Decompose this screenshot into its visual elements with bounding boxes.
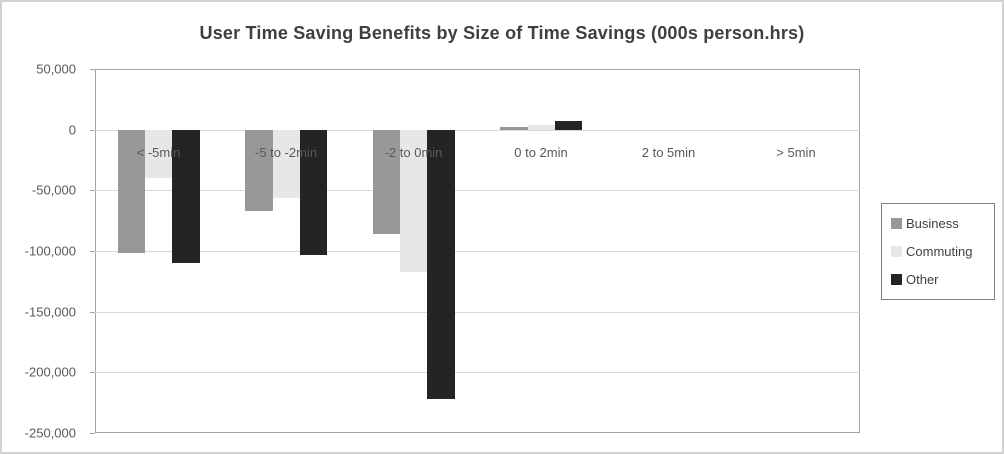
- gridline: [95, 311, 860, 313]
- bar-business-0: [117, 129, 146, 254]
- bar-business-3: [500, 126, 528, 130]
- y-axis-label: -250,000: [24, 425, 76, 441]
- x-axis-label: 0 to 2min: [514, 145, 568, 160]
- y-axis-label: -150,000: [24, 304, 76, 320]
- legend-item-business: Business: [891, 216, 994, 231]
- bar-other-1: [299, 129, 328, 255]
- legend-item-commuting: Commuting: [891, 244, 994, 259]
- y-axis-label: -100,000: [24, 243, 76, 259]
- y-axis-tick: [90, 69, 95, 70]
- legend-swatch-other: [891, 273, 902, 285]
- bar-commuting-0: [145, 129, 173, 179]
- legend-swatch-commuting: [891, 245, 902, 257]
- legend-swatch-business: [891, 218, 902, 230]
- bar-commuting-1: [272, 129, 300, 198]
- y-axis-tick: [90, 433, 95, 434]
- gridline: [95, 129, 860, 131]
- gridline: [95, 372, 860, 374]
- legend-label-commuting: Commuting: [906, 243, 973, 259]
- x-axis-label: < -5min: [136, 145, 181, 160]
- y-axis-tick: [90, 129, 95, 131]
- bar-other-2: [427, 129, 455, 400]
- bar-other-3: [554, 121, 583, 130]
- legend-label-business: Business: [906, 216, 959, 232]
- x-axis-label: > 5min: [776, 145, 816, 160]
- y-axis-tick: [90, 251, 95, 252]
- legend-item-other: Other: [891, 272, 994, 287]
- bar-business-1: [245, 129, 273, 211]
- y-axis-label: 0: [68, 122, 76, 138]
- gridline: [95, 251, 860, 252]
- bar-other-0: [172, 129, 200, 264]
- legend: Business Commuting Other: [881, 203, 995, 300]
- y-axis-label: -200,000: [24, 364, 76, 380]
- chart-title: User Time Saving Benefits by Size of Tim…: [199, 23, 805, 43]
- x-axis-label: 2 to 5min: [641, 145, 696, 160]
- y-axis-tick: [90, 190, 95, 192]
- y-axis-tick: [90, 311, 95, 313]
- x-axis-label: -2 to 0min: [384, 145, 443, 160]
- y-axis-label: -50,000: [31, 182, 76, 198]
- y-axis-label: 50,000: [36, 61, 76, 77]
- bar-commuting-2: [400, 129, 428, 272]
- gridline: [95, 190, 860, 192]
- legend-label-other: Other: [906, 271, 939, 287]
- bar-commuting-3: [527, 125, 555, 130]
- x-axis-label: -5 to -2min: [254, 145, 318, 160]
- bar-business-2: [372, 129, 401, 234]
- y-axis-tick: [90, 372, 95, 374]
